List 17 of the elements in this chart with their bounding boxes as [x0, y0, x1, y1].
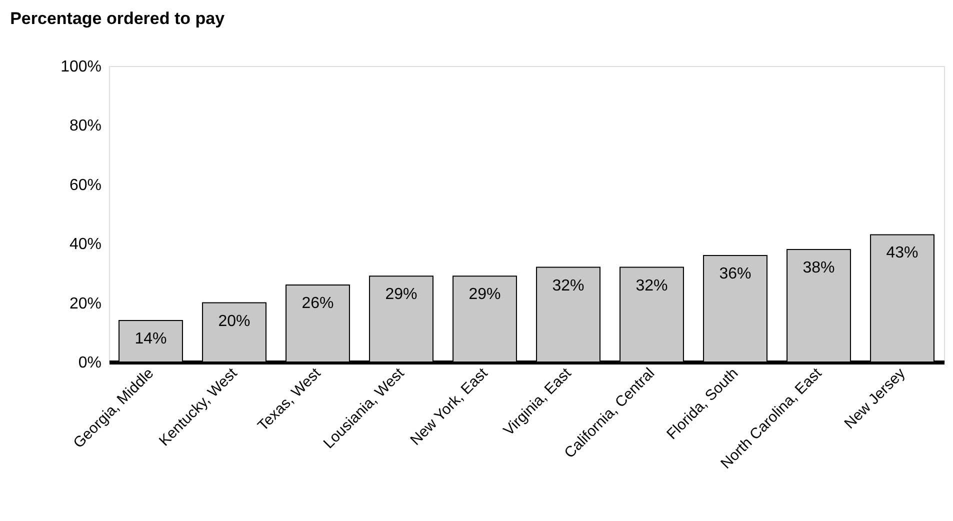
data-label: 32%: [552, 277, 584, 294]
data-label: 32%: [636, 277, 668, 294]
y-tick-label: 40%: [69, 236, 102, 254]
y-tick-label: 80%: [69, 118, 102, 135]
y-tick-label: 20%: [69, 295, 102, 312]
chart-title: Percentage ordered to pay: [10, 9, 226, 28]
data-label: 29%: [468, 286, 501, 304]
y-tick-label: 60%: [69, 176, 102, 194]
data-label: 36%: [719, 265, 752, 282]
y-tick-label: 0%: [78, 354, 102, 372]
data-label: 26%: [302, 295, 334, 312]
data-label: 20%: [218, 312, 250, 330]
y-tick-label: 100%: [60, 58, 102, 76]
data-label: 43%: [886, 244, 918, 262]
data-label: 29%: [385, 286, 418, 304]
data-label: 38%: [802, 260, 835, 277]
data-label: 14%: [134, 330, 167, 348]
